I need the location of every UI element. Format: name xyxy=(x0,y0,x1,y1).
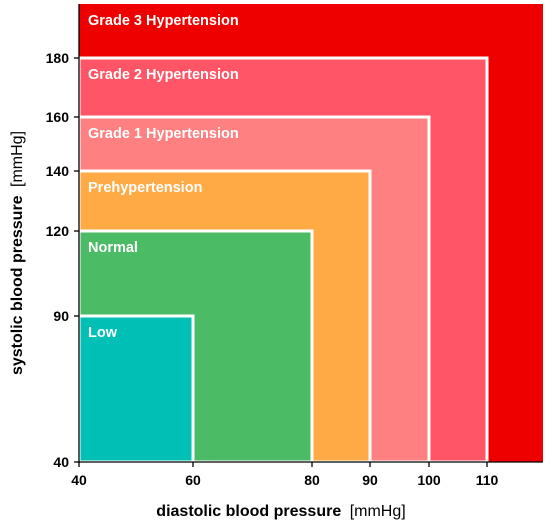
axes-layer xyxy=(78,4,543,463)
region-label-normal: Normal xyxy=(88,240,138,256)
region-label-grade-2-hypertension: Grade 2 Hypertension xyxy=(88,67,239,83)
x-tick-label: 100 xyxy=(417,472,441,488)
region-label-grade-1-hypertension: Grade 1 Hypertension xyxy=(88,126,239,142)
regions-layer: Grade 3 Hypertension Grade 2 Hypertension… xyxy=(77,4,543,464)
y-tick-label: 120 xyxy=(46,223,70,239)
x-axis-label: diastolic blood pressure xyxy=(156,503,341,520)
x-tick-label: 90 xyxy=(362,472,378,488)
region-label-grade-3-hypertension: Grade 3 Hypertension xyxy=(88,13,239,29)
y-tick-label: 160 xyxy=(46,109,70,125)
y-tick-label: 180 xyxy=(46,50,70,66)
y-axis-unit: [mmHg] xyxy=(9,131,26,187)
x-tick-label: 40 xyxy=(71,472,87,488)
x-tick-label: 60 xyxy=(185,472,201,488)
region-label-prehypertension: Prehypertension xyxy=(88,180,202,196)
x-tick-label: 110 xyxy=(476,472,499,488)
y-axis-label: systolic blood pressure xyxy=(9,195,26,375)
y-tick-label: 90 xyxy=(53,308,69,324)
x-axis-title: diastolic blood pressure [mmHg] xyxy=(156,503,405,520)
ticks-layer: 40 60 80 90 100 110 40 90 120 140 160 180 xyxy=(46,50,499,488)
x-tick-label: 80 xyxy=(304,472,320,488)
y-axis-title: systolic blood pressure [mmHg] xyxy=(9,131,26,375)
y-tick-label: 40 xyxy=(53,454,69,470)
region-label-low: Low xyxy=(88,325,118,341)
x-axis-unit: [mmHg] xyxy=(350,503,406,520)
y-tick-label: 140 xyxy=(46,163,70,179)
